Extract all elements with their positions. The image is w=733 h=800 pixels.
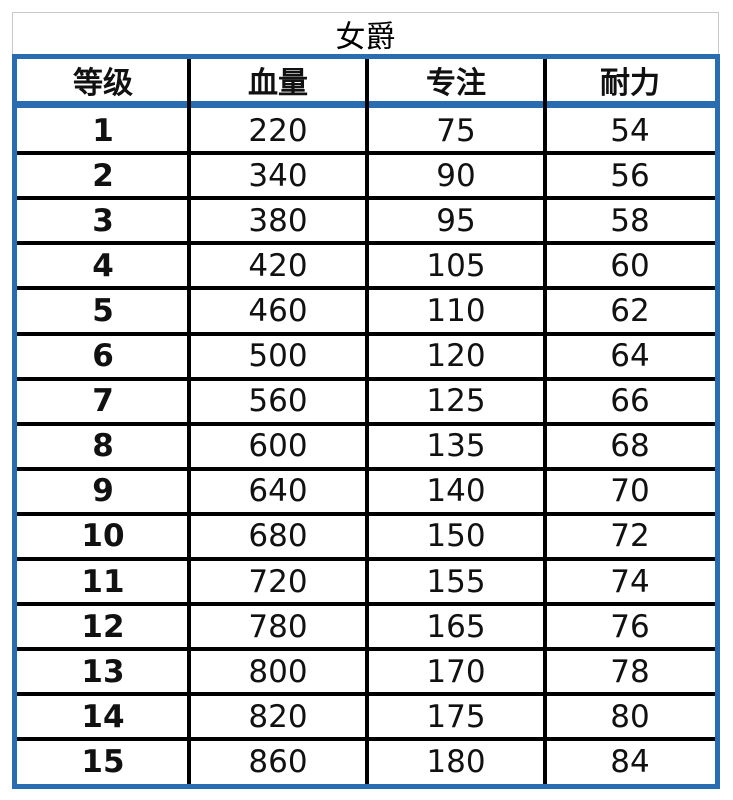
- cell-stamina: 64: [610, 338, 650, 375]
- cell-level: 2: [92, 157, 114, 194]
- cell-hp: 340: [248, 157, 308, 194]
- cell-hp: 720: [248, 563, 308, 600]
- cell-hp: 600: [248, 428, 308, 465]
- column-divider: [365, 59, 369, 784]
- cell-stamina: 80: [610, 698, 650, 735]
- cell-stamina: 68: [610, 428, 650, 465]
- cell-level: 3: [92, 202, 114, 239]
- cell-stamina: 74: [610, 563, 650, 600]
- header-focus: 专注: [426, 66, 486, 101]
- cell-focus: 170: [426, 653, 486, 690]
- cell-focus: 140: [426, 473, 486, 510]
- cell-hp: 500: [248, 338, 308, 375]
- cell-focus: 105: [426, 247, 486, 284]
- cell-level: 5: [92, 292, 114, 329]
- cell-focus: 175: [426, 698, 486, 735]
- cell-stamina: 58: [610, 202, 650, 239]
- column-divider: [187, 59, 191, 784]
- table-title: 女爵: [12, 12, 719, 55]
- cell-focus: 95: [436, 202, 476, 239]
- cell-focus: 75: [436, 112, 476, 149]
- cell-focus: 155: [426, 563, 486, 600]
- cell-focus: 180: [426, 743, 486, 780]
- cell-level: 4: [92, 247, 114, 284]
- cell-level: 8: [92, 428, 114, 465]
- cell-stamina: 84: [610, 743, 650, 780]
- cell-stamina: 72: [610, 518, 650, 555]
- cell-level: 6: [92, 338, 114, 375]
- cell-stamina: 70: [610, 473, 650, 510]
- cell-focus: 125: [426, 383, 486, 420]
- cell-hp: 820: [248, 698, 308, 735]
- cell-stamina: 62: [610, 292, 650, 329]
- cell-level: 14: [81, 698, 125, 735]
- cell-level: 11: [81, 563, 125, 600]
- cell-hp: 420: [248, 247, 308, 284]
- table-frame: [12, 54, 720, 789]
- cell-stamina: 56: [610, 157, 650, 194]
- cell-level: 10: [81, 518, 125, 555]
- cell-level: 1: [92, 112, 114, 149]
- cell-hp: 380: [248, 202, 308, 239]
- cell-hp: 780: [248, 608, 308, 645]
- cell-stamina: 60: [610, 247, 650, 284]
- cell-focus: 135: [426, 428, 486, 465]
- cell-level: 9: [92, 473, 114, 510]
- cell-stamina: 78: [610, 653, 650, 690]
- cell-hp: 680: [248, 518, 308, 555]
- header-level: 等级: [73, 66, 133, 101]
- cell-hp: 560: [248, 383, 308, 420]
- cell-stamina: 76: [610, 608, 650, 645]
- cell-level: 12: [81, 608, 125, 645]
- cell-hp: 460: [248, 292, 308, 329]
- cell-hp: 860: [248, 743, 308, 780]
- cell-level: 13: [81, 653, 125, 690]
- cell-hp: 800: [248, 653, 308, 690]
- column-divider: [543, 59, 547, 784]
- cell-focus: 165: [426, 608, 486, 645]
- cell-stamina: 66: [610, 383, 650, 420]
- header-stamina: 耐力: [600, 66, 660, 101]
- cell-level: 15: [81, 743, 125, 780]
- cell-focus: 110: [426, 292, 486, 329]
- header-hp: 血量: [248, 66, 308, 101]
- cell-focus: 120: [426, 338, 486, 375]
- cell-focus: 90: [436, 157, 476, 194]
- cell-focus: 150: [426, 518, 486, 555]
- cell-hp: 220: [248, 112, 308, 149]
- cell-hp: 640: [248, 473, 308, 510]
- cell-level: 7: [92, 383, 114, 420]
- cell-stamina: 54: [610, 112, 650, 149]
